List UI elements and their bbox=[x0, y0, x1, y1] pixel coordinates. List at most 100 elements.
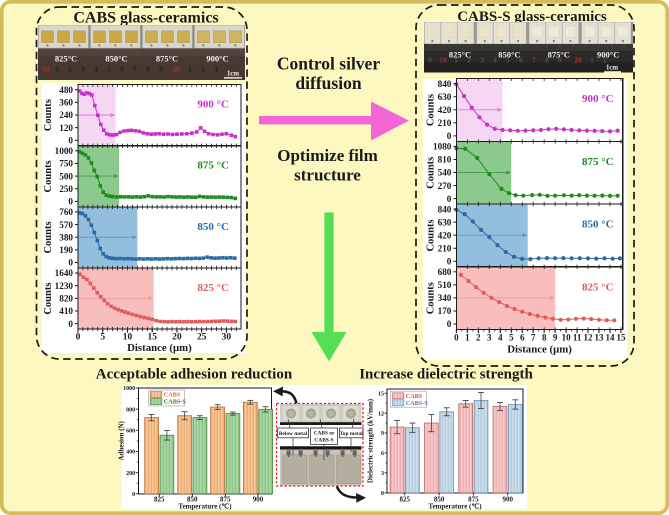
svg-text:900°C: 900°C bbox=[206, 54, 228, 64]
svg-text:20: 20 bbox=[574, 56, 582, 65]
svg-text:875 °C: 875 °C bbox=[582, 156, 614, 168]
svg-text:3: 3 bbox=[214, 66, 218, 74]
svg-text:Adhesion (N): Adhesion (N) bbox=[118, 420, 126, 460]
svg-text:10: 10 bbox=[43, 66, 51, 74]
svg-text:825°C: 825°C bbox=[55, 54, 77, 64]
svg-text:10: 10 bbox=[562, 332, 572, 342]
svg-text:structure: structure bbox=[294, 166, 361, 185]
svg-text:840: 840 bbox=[438, 204, 452, 214]
svg-text:510: 510 bbox=[438, 280, 452, 290]
svg-text:825 °C: 825 °C bbox=[197, 282, 229, 294]
svg-text:210: 210 bbox=[438, 118, 452, 128]
svg-text:13: 13 bbox=[595, 332, 605, 342]
svg-text:2: 2 bbox=[201, 66, 205, 74]
svg-text:170: 170 bbox=[438, 306, 452, 316]
svg-text:CABS: CABS bbox=[406, 393, 423, 400]
svg-text:570: 570 bbox=[59, 220, 73, 230]
svg-text:800: 800 bbox=[126, 407, 135, 413]
svg-text:Top metal: Top metal bbox=[340, 431, 364, 437]
svg-text:120: 120 bbox=[59, 123, 73, 133]
svg-text:0: 0 bbox=[454, 332, 459, 342]
svg-text:7: 7 bbox=[133, 66, 137, 74]
svg-text:15: 15 bbox=[378, 391, 384, 397]
svg-text:Counts: Counts bbox=[425, 219, 436, 251]
svg-text:270: 270 bbox=[438, 181, 452, 191]
svg-text:8: 8 bbox=[545, 56, 549, 65]
svg-text:1: 1 bbox=[188, 66, 192, 74]
svg-text:14: 14 bbox=[606, 332, 616, 342]
svg-text:900: 900 bbox=[502, 496, 513, 504]
svg-text:2: 2 bbox=[476, 332, 481, 342]
svg-text:900°C: 900°C bbox=[597, 50, 619, 60]
svg-text:6: 6 bbox=[519, 56, 523, 65]
svg-text:825 °C: 825 °C bbox=[582, 281, 614, 293]
svg-text:875°C: 875°C bbox=[156, 54, 178, 64]
svg-text:3: 3 bbox=[81, 66, 85, 74]
svg-text:360: 360 bbox=[59, 98, 73, 108]
svg-text:Increase dielectric strength: Increase dielectric strength bbox=[359, 367, 533, 383]
svg-text:Counts: Counts bbox=[43, 160, 54, 192]
svg-text:1230: 1230 bbox=[55, 281, 74, 291]
svg-text:8: 8 bbox=[542, 332, 547, 342]
svg-text:CABS-S glass-ceramics: CABS-S glass-ceramics bbox=[457, 9, 607, 25]
svg-text:240: 240 bbox=[59, 110, 73, 120]
svg-text:250: 250 bbox=[59, 184, 73, 194]
svg-text:Below metal: Below metal bbox=[279, 431, 308, 437]
svg-text:825: 825 bbox=[400, 496, 411, 504]
svg-text:825°C: 825°C bbox=[449, 50, 471, 60]
svg-text:9: 9 bbox=[553, 332, 558, 342]
svg-text:810: 810 bbox=[438, 155, 452, 165]
svg-text:680: 680 bbox=[438, 267, 452, 277]
svg-text:850 °C: 850 °C bbox=[197, 221, 229, 233]
svg-text:Counts: Counts bbox=[425, 157, 436, 189]
svg-text:3: 3 bbox=[381, 471, 384, 477]
svg-text:0: 0 bbox=[68, 258, 73, 268]
svg-text:9: 9 bbox=[428, 56, 432, 65]
svg-text:9: 9 bbox=[381, 431, 384, 437]
svg-text:0: 0 bbox=[447, 257, 452, 267]
svg-text:9: 9 bbox=[558, 56, 562, 65]
svg-text:Distance (μm): Distance (μm) bbox=[127, 342, 192, 354]
svg-text:190: 190 bbox=[59, 245, 73, 255]
svg-text:540: 540 bbox=[438, 168, 452, 178]
svg-text:11: 11 bbox=[573, 332, 582, 342]
svg-text:diffusion: diffusion bbox=[295, 73, 361, 93]
svg-text:760: 760 bbox=[59, 207, 73, 217]
svg-text:1: 1 bbox=[465, 332, 470, 342]
svg-text:1000: 1000 bbox=[55, 146, 74, 156]
svg-text:15: 15 bbox=[147, 333, 157, 343]
svg-text:5: 5 bbox=[509, 332, 514, 342]
svg-text:2: 2 bbox=[603, 56, 607, 65]
svg-text:480: 480 bbox=[59, 85, 73, 95]
svg-text:850: 850 bbox=[434, 496, 445, 504]
svg-text:0: 0 bbox=[132, 492, 135, 498]
svg-text:0: 0 bbox=[68, 136, 73, 146]
svg-text:210: 210 bbox=[438, 243, 452, 253]
svg-text:Temperature (℃): Temperature (℃) bbox=[178, 503, 232, 511]
svg-text:6: 6 bbox=[381, 451, 384, 457]
svg-text:CABS glass-ceramics: CABS glass-ceramics bbox=[73, 10, 218, 27]
svg-text:1080: 1080 bbox=[433, 142, 452, 152]
svg-text:12: 12 bbox=[584, 332, 594, 342]
svg-text:850 °C: 850 °C bbox=[582, 219, 614, 231]
svg-text:20: 20 bbox=[173, 66, 181, 74]
svg-text:0: 0 bbox=[68, 197, 73, 207]
svg-text:2: 2 bbox=[467, 56, 471, 65]
svg-text:20: 20 bbox=[172, 333, 182, 343]
svg-text:Counts: Counts bbox=[43, 283, 54, 315]
svg-text:380: 380 bbox=[59, 232, 73, 242]
svg-text:1: 1 bbox=[590, 56, 594, 65]
svg-text:500: 500 bbox=[59, 171, 73, 181]
svg-text:15: 15 bbox=[617, 332, 627, 342]
svg-text:630: 630 bbox=[438, 92, 452, 102]
svg-text:5: 5 bbox=[506, 56, 510, 65]
svg-text:4: 4 bbox=[94, 66, 98, 74]
svg-text:Dielectric strength (kV/mm): Dielectric strength (kV/mm) bbox=[367, 398, 375, 483]
svg-text:750: 750 bbox=[59, 159, 73, 169]
svg-text:875: 875 bbox=[468, 496, 479, 504]
svg-text:10: 10 bbox=[439, 56, 447, 65]
svg-text:1000: 1000 bbox=[123, 386, 135, 392]
svg-text:9: 9 bbox=[159, 66, 163, 74]
svg-text:900: 900 bbox=[253, 496, 264, 504]
svg-text:0: 0 bbox=[447, 194, 452, 204]
